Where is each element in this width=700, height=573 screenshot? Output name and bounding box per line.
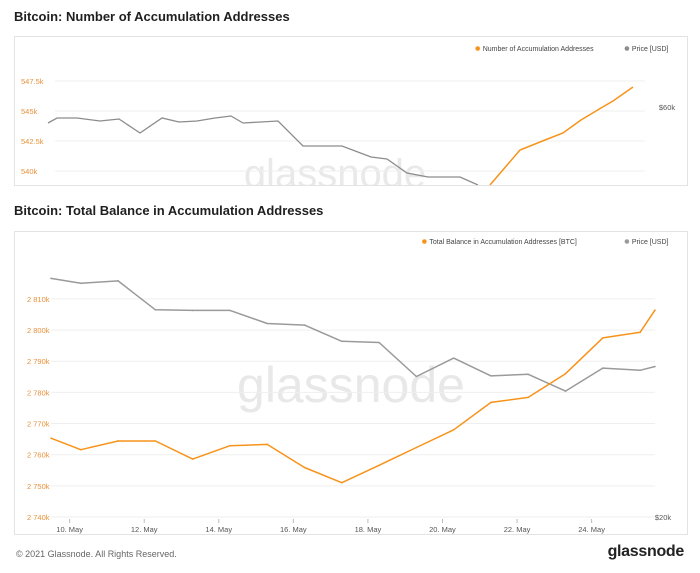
- x-tick-label: 12. May: [131, 525, 158, 534]
- y-tick-label: 2 790k: [27, 357, 50, 366]
- y-tick-label: 2 740k: [27, 513, 50, 522]
- x-tick-label: 20. May: [429, 525, 456, 534]
- price-point: [80, 282, 82, 285]
- total-balance-point: [191, 458, 194, 460]
- price-point: [654, 365, 656, 368]
- y-tick-label: 2 810k: [27, 295, 50, 304]
- total-balance-point: [415, 446, 418, 449]
- price-point: [229, 309, 231, 312]
- price-series-line: [47, 115, 479, 185]
- chart-2-svg: glassnode 2 810k 2 800k 2 790k 2 780k 2 770k 2…: [27, 239, 672, 534]
- legend-marker-2: [624, 46, 630, 51]
- x-tick-label: 10. May: [56, 525, 83, 534]
- price-point: [378, 341, 380, 344]
- total-balance-point: [50, 437, 52, 439]
- watermark: glassnode: [244, 152, 426, 185]
- total-balance-point: [654, 309, 656, 311]
- y-tick-label: 542.5k: [21, 137, 44, 146]
- total-balance-point: [341, 481, 343, 484]
- chart-1-title: Bitcoin: Number of Accumulation Addresse…: [14, 9, 290, 24]
- total-balance-point: [117, 440, 119, 442]
- total-balance-point: [564, 372, 567, 375]
- total-balance-point: [303, 466, 306, 469]
- legend-label-2: Price [USD]: [632, 46, 669, 53]
- price-point: [639, 369, 641, 372]
- accumulation-addresses-series-line: [489, 86, 634, 185]
- glassnode-logo: glassnode: [607, 543, 685, 560]
- legend-marker-1: [475, 46, 481, 51]
- total-balance-point: [266, 443, 269, 446]
- price-point: [415, 375, 418, 378]
- price-point: [490, 375, 492, 377]
- y-tick-label: 2 800k: [27, 326, 50, 335]
- price-point: [191, 309, 194, 312]
- price-point: [527, 373, 530, 376]
- y-tick-label: 547.5k: [21, 77, 44, 86]
- watermark: glassnode: [237, 357, 465, 413]
- y-tick-label: 545k: [21, 107, 38, 116]
- total-balance-point: [80, 448, 82, 451]
- x-tick-label: 24. May: [578, 525, 605, 534]
- price-point: [303, 324, 306, 326]
- total-balance-point: [229, 444, 231, 447]
- price-point: [341, 340, 343, 343]
- total-balance-point: [452, 428, 455, 431]
- total-balance-point: [527, 396, 530, 399]
- y-tick-label: 2 770k: [27, 420, 50, 429]
- legend-marker-2: [624, 239, 630, 244]
- legend-label-1: Total Balance in Accumulation Addresses …: [429, 239, 577, 246]
- price-point: [452, 357, 455, 359]
- price-point: [564, 390, 567, 392]
- x-tick-label: 16. May: [280, 525, 307, 534]
- price-point: [50, 277, 52, 280]
- chart-2-panel: glassnode 2 810k 2 800k 2 790k 2 780k 2 770k 2…: [14, 231, 688, 535]
- price-point: [154, 309, 157, 311]
- y-tick-label: 2 750k: [27, 482, 50, 491]
- total-balance-point: [378, 464, 380, 467]
- legend-label-1: Number of Accumulation Addresses: [483, 46, 594, 53]
- x-tick-label: 14. May: [205, 525, 232, 534]
- chart-1-panel: glassnode 547.5k 545k 542.5k 540k $60k Price […: [14, 36, 688, 186]
- chart-1-svg: glassnode 547.5k 545k 542.5k 540k $60k Price […: [21, 46, 676, 185]
- price-point: [117, 280, 119, 282]
- y-tick-label: 540k: [21, 167, 38, 176]
- chart-2-title: Bitcoin: Total Balance in Accumulation A…: [14, 203, 324, 218]
- x-tick-label: 22. May: [504, 525, 531, 534]
- total-balance-series-line: [50, 309, 656, 484]
- y-tick-label: 2 760k: [27, 451, 50, 460]
- total-balance-point: [639, 331, 641, 334]
- x-tick-label: 18. May: [355, 525, 382, 534]
- price-point: [266, 322, 269, 325]
- total-balance-point: [602, 337, 604, 339]
- copyright-text: © 2021 Glassnode. All Rights Reserved.: [16, 549, 177, 559]
- legend-marker-1: [422, 239, 427, 244]
- legend-label-2: Price [USD]: [632, 239, 669, 246]
- total-balance-point: [154, 440, 157, 442]
- price-point: [602, 367, 604, 369]
- y-tick-label: 2 780k: [27, 388, 50, 397]
- y-right-tick-label: $60k: [659, 103, 676, 112]
- total-balance-point: [490, 401, 492, 404]
- y-right-tick-label: $20k: [655, 513, 672, 522]
- price-series-line: [50, 277, 656, 392]
